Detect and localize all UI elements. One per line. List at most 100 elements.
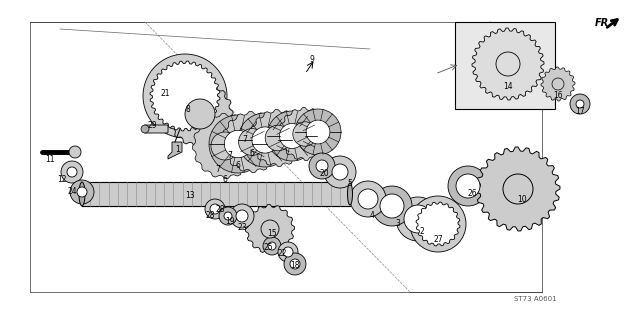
Polygon shape	[246, 204, 294, 253]
Circle shape	[205, 199, 225, 219]
Text: FR.: FR.	[595, 18, 613, 28]
Circle shape	[224, 212, 232, 220]
Text: 21: 21	[160, 89, 170, 99]
Polygon shape	[472, 28, 544, 100]
Circle shape	[267, 111, 317, 161]
Circle shape	[70, 180, 94, 204]
Ellipse shape	[79, 182, 85, 206]
Polygon shape	[278, 107, 332, 160]
Text: 5: 5	[348, 180, 353, 188]
Text: 23: 23	[237, 224, 247, 232]
Text: 25: 25	[263, 243, 273, 252]
Text: 7: 7	[216, 165, 220, 174]
Text: 28: 28	[205, 212, 215, 220]
Circle shape	[396, 197, 440, 241]
Text: 13: 13	[185, 192, 195, 201]
Polygon shape	[476, 147, 560, 231]
Circle shape	[404, 205, 432, 233]
Circle shape	[238, 113, 292, 167]
Circle shape	[141, 125, 149, 133]
Text: 16: 16	[553, 91, 563, 100]
Text: 18: 18	[291, 262, 300, 270]
Text: 26: 26	[467, 190, 477, 198]
Text: 4: 4	[369, 212, 374, 220]
Polygon shape	[193, 113, 257, 178]
Text: 2: 2	[420, 228, 424, 236]
Circle shape	[239, 129, 266, 155]
Polygon shape	[168, 142, 182, 159]
Circle shape	[236, 210, 248, 222]
Circle shape	[410, 196, 466, 252]
Text: 20: 20	[319, 170, 329, 178]
Text: 27: 27	[433, 235, 443, 243]
Circle shape	[263, 237, 281, 255]
Polygon shape	[221, 111, 282, 172]
Circle shape	[570, 94, 590, 114]
Text: 9: 9	[310, 55, 314, 63]
Circle shape	[209, 115, 267, 173]
Text: 6: 6	[236, 161, 241, 171]
Polygon shape	[150, 61, 220, 131]
Circle shape	[61, 161, 83, 183]
Circle shape	[552, 78, 564, 90]
Circle shape	[185, 99, 215, 129]
Circle shape	[67, 167, 77, 177]
Circle shape	[332, 164, 348, 180]
Circle shape	[324, 156, 356, 188]
Circle shape	[211, 132, 239, 160]
Text: 15: 15	[267, 230, 277, 239]
Circle shape	[380, 194, 404, 218]
Circle shape	[496, 52, 520, 76]
Circle shape	[69, 146, 81, 158]
Circle shape	[210, 204, 220, 214]
Circle shape	[265, 125, 291, 151]
Text: 3: 3	[396, 219, 401, 229]
Polygon shape	[250, 110, 307, 166]
Text: 7: 7	[228, 151, 232, 160]
Circle shape	[293, 122, 317, 146]
Circle shape	[503, 174, 533, 204]
Text: 22: 22	[277, 250, 287, 258]
Circle shape	[261, 220, 279, 238]
Ellipse shape	[348, 183, 353, 205]
Text: 17: 17	[575, 107, 585, 116]
Text: 10: 10	[517, 194, 527, 203]
Circle shape	[283, 247, 293, 257]
Text: ST73 A0601: ST73 A0601	[514, 296, 556, 302]
Circle shape	[77, 187, 87, 197]
Polygon shape	[167, 81, 233, 147]
Circle shape	[576, 100, 584, 108]
Text: 19: 19	[225, 216, 235, 225]
Circle shape	[456, 174, 480, 198]
Circle shape	[448, 166, 488, 206]
Text: 24: 24	[67, 187, 77, 197]
Text: 6: 6	[250, 149, 255, 159]
Text: 11: 11	[45, 154, 55, 164]
Circle shape	[372, 186, 412, 226]
Circle shape	[306, 120, 330, 144]
Circle shape	[224, 130, 252, 158]
Text: 28: 28	[215, 204, 225, 214]
Circle shape	[350, 181, 386, 217]
Circle shape	[268, 242, 276, 250]
Polygon shape	[455, 22, 555, 109]
Polygon shape	[416, 202, 460, 246]
Text: 6: 6	[223, 175, 227, 183]
Circle shape	[316, 160, 328, 172]
Circle shape	[143, 54, 227, 138]
Polygon shape	[541, 67, 575, 101]
Text: 12: 12	[57, 175, 67, 183]
Circle shape	[219, 207, 237, 225]
Circle shape	[290, 259, 300, 269]
Text: 29: 29	[147, 122, 157, 131]
Text: 8: 8	[186, 105, 190, 113]
Circle shape	[278, 242, 298, 262]
Circle shape	[252, 127, 278, 153]
Circle shape	[309, 153, 335, 179]
Circle shape	[295, 109, 341, 155]
Text: 14: 14	[503, 82, 513, 90]
Text: 1: 1	[175, 144, 180, 154]
Circle shape	[230, 204, 254, 228]
Circle shape	[284, 253, 306, 275]
Text: 7: 7	[243, 134, 248, 143]
